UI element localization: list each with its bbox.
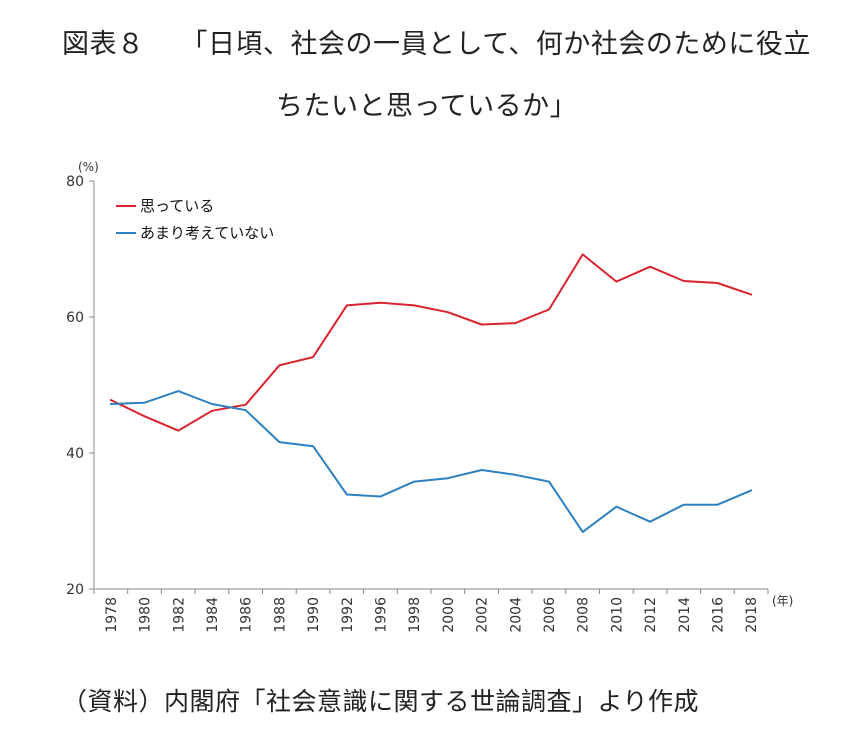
x-tick-label: 2004 <box>508 597 524 633</box>
title-text-1: 「日頃、社会の一員として、何か社会のために役立 <box>180 29 811 60</box>
series-line-1 <box>109 253 753 432</box>
x-tick-label: 1996 <box>373 597 389 633</box>
x-tick-label: 2014 <box>677 597 693 633</box>
chart-title: 図表８ 「日頃、社会の一員として、何か社会のために役立 ちたいと思っているか」 <box>0 0 853 130</box>
series-line-2 <box>109 390 753 533</box>
y-tick-label: 80 <box>66 174 84 190</box>
x-tick-label: 2000 <box>441 597 457 633</box>
x-tick-label: 2012 <box>643 597 659 633</box>
title-line-1: 図表８ 「日頃、社会の一員として、何か社会のために役立 <box>62 22 811 61</box>
x-tick-label: 2008 <box>576 597 592 633</box>
chart-svg: 20 40 60 80(%) 1978 1980 1982 1984 1986 1988 1990 1… <box>66 160 793 633</box>
x-tick-label: 1990 <box>306 597 322 633</box>
y-unit-label: (%) <box>78 160 99 174</box>
x-tick-label: 2018 <box>744 597 760 633</box>
x-tick-label: 2010 <box>609 597 625 633</box>
x-tick-label: 1982 <box>171 597 187 633</box>
figure-label: 図表８ <box>62 29 145 60</box>
title-line-2: ちたいと思っているか」 <box>276 91 578 122</box>
x-tick-label: 1984 <box>205 597 221 633</box>
x-tick-label: 2016 <box>710 597 726 633</box>
x-tick-label: 1980 <box>138 597 154 633</box>
x-tick-label: 1992 <box>340 597 356 633</box>
x-unit-label: (年) <box>772 594 793 608</box>
legend-label-2: あまり考えていない <box>140 224 274 242</box>
line-chart: 20 40 60 80 (%) 1978 1980 1982 1984 1986 1988 1990 1… <box>0 150 853 650</box>
x-tick-label: 1998 <box>407 597 423 633</box>
source-note: （資料）内閣府「社会意識に関する世論調査」より作成 <box>62 687 700 716</box>
x-tick-label: 2006 <box>542 597 558 633</box>
x-tick-label: 1988 <box>272 597 288 633</box>
x-tick-label: 1986 <box>239 597 255 633</box>
y-tick-label: 20 <box>66 582 84 598</box>
y-tick-label: 60 <box>66 310 84 326</box>
legend-label-1: 思っている <box>140 197 214 215</box>
x-tick-label: 1978 <box>104 597 120 633</box>
y-tick-label: 40 <box>66 446 84 462</box>
x-tick-label: 2002 <box>475 597 491 633</box>
